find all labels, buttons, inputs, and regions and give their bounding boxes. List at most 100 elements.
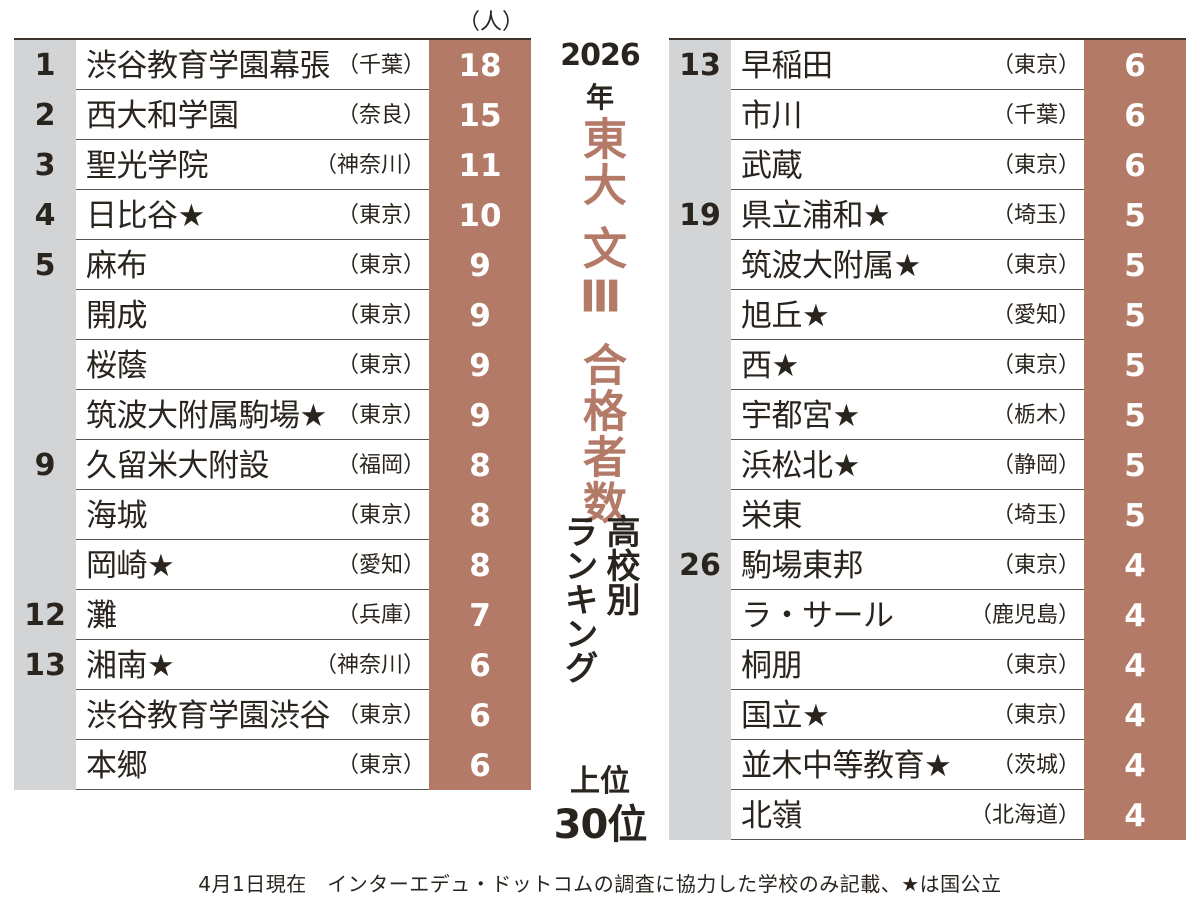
school-name: 市川 [741,98,803,134]
row-body: 海城 （東京） 8 [76,490,531,540]
count-cell: 9 [429,390,531,440]
rank-cell [669,590,731,640]
school-name: 国立★ [741,698,830,734]
count-cell: 5 [1084,440,1186,490]
prefecture-label: （茨城） [991,753,1080,778]
count-cell: 5 [1084,240,1186,290]
table-row: 宇都宮★ （栃木） 5 [669,390,1186,440]
table-row: 浜松北★ （静岡） 5 [669,440,1186,490]
unit-label: （人） [458,10,525,35]
table-row: 国立★ （東京） 4 [669,690,1186,740]
prefecture-label: （静岡） [991,453,1080,478]
count-cell: 18 [429,40,531,90]
count-cell: 6 [1084,40,1186,90]
rank-cell [669,90,731,140]
count-cell: 8 [429,440,531,490]
prefecture-label: （千葉） [991,103,1080,128]
school-name: 栄東 [741,498,803,534]
prefecture-label: （愛知） [991,303,1080,328]
count-cell: 15 [429,90,531,140]
table-row: 北嶺 （北海道） 4 [669,790,1186,840]
row-body: 武蔵 （東京） 6 [731,140,1186,190]
count-cell: 8 [429,540,531,590]
row-body: 渋谷教育学園幕張 （千葉） 18 [76,40,531,90]
count-cell: 6 [429,690,531,740]
row-body: 国立★ （東京） 4 [731,690,1186,740]
school-name: 武蔵 [741,148,803,184]
row-body: ラ・サール （鹿児島） 4 [731,590,1186,640]
school-name: 渋谷教育学園渋谷 [86,698,331,734]
count-cell: 7 [429,590,531,640]
prefecture-label: （東京） [336,303,425,328]
count-cell: 5 [1084,190,1186,240]
row-body: 浜松北★ （静岡） 5 [731,440,1186,490]
table-row: 海城 （東京） 8 [14,490,531,540]
rank-cell [669,640,731,690]
rank-cell [14,740,76,790]
heading-top-count: 30位 [553,802,648,848]
rank-cell [669,290,731,340]
count-cell: 5 [1084,340,1186,390]
rank-cell [669,340,731,390]
footnote: 4月1日現在 インターエデュ・ドットコムの調査に協力した学校のみ記載、★は国公立 [198,872,1002,896]
table-row: 1 渋谷教育学園幕張 （千葉） 18 [14,40,531,90]
row-body: 駒場東邦 （東京） 4 [731,540,1186,590]
row-body: 桐朋 （東京） 4 [731,640,1186,690]
rank-cell: 26 [669,540,731,590]
count-cell: 6 [429,740,531,790]
row-body: 麻布 （東京） 9 [76,240,531,290]
school-name: 開成 [86,298,148,334]
table-row: 13 早稲田 （東京） 6 [669,40,1186,90]
prefecture-label: （神奈川） [314,653,425,678]
prefecture-label: （東京） [336,253,425,278]
count-cell: 5 [1084,490,1186,540]
rank-cell: 5 [14,240,76,290]
table-row: 19 県立浦和★ （埼玉） 5 [669,190,1186,240]
count-cell: 9 [429,340,531,390]
school-name: 北嶺 [741,798,803,834]
rank-cell [14,490,76,540]
row-body: 本郷 （東京） 6 [76,740,531,790]
count-cell: 5 [1084,390,1186,440]
row-body: 日比谷★ （東京） 10 [76,190,531,240]
rank-cell [669,740,731,790]
table-row: 西★ （東京） 5 [669,340,1186,390]
count-cell: 11 [429,140,531,190]
table-row: 渋谷教育学園渋谷 （東京） 6 [14,690,531,740]
heading-year: 2026 [560,38,641,73]
rank-cell [669,490,731,540]
school-name: 岡崎★ [86,548,175,584]
table-row: 並木中等教育★ （茨城） 4 [669,740,1186,790]
count-cell: 9 [429,290,531,340]
school-name: 筑波大附属★ [741,248,921,284]
count-cell: 6 [1084,90,1186,140]
school-name: 県立浦和★ [741,198,891,234]
table-row: 9 久留米大附設 （福岡） 8 [14,440,531,490]
row-body: 市川 （千葉） 6 [731,90,1186,140]
school-name: 久留米大附設 [86,448,270,484]
school-name: 旭丘★ [741,298,830,334]
prefecture-label: （兵庫） [336,603,425,628]
rank-cell [669,240,731,290]
row-body: 西★ （東京） 5 [731,340,1186,390]
prefecture-label: （鹿児島） [969,603,1080,628]
count-cell: 6 [429,640,531,690]
rank-cell: 4 [14,190,76,240]
table-row: 2 西大和学園 （奈良） 15 [14,90,531,140]
school-name: 聖光学院 [86,148,209,184]
table-row: 3 聖光学院 （神奈川） 11 [14,140,531,190]
table-row: 筑波大附属駒場★ （東京） 9 [14,390,531,440]
prefecture-label: （東京） [991,53,1080,78]
school-name: 桐朋 [741,648,803,684]
prefecture-label: （東京） [336,753,425,778]
ranking-table-left: 1 渋谷教育学園幕張 （千葉） 18 2 西大和学園 （奈良） 15 3 聖光学院 （神奈川） 11 4… [14,38,531,790]
prefecture-label: （東京） [991,653,1080,678]
heading-top-label: 上位 [570,764,630,799]
prefecture-label: （東京） [336,353,425,378]
prefecture-label: （東京） [991,253,1080,278]
count-cell: 4 [1084,690,1186,740]
table-row: 武蔵 （東京） 6 [669,140,1186,190]
count-cell: 4 [1084,590,1186,640]
prefecture-label: （神奈川） [314,153,425,178]
school-name: 本郷 [86,748,148,784]
